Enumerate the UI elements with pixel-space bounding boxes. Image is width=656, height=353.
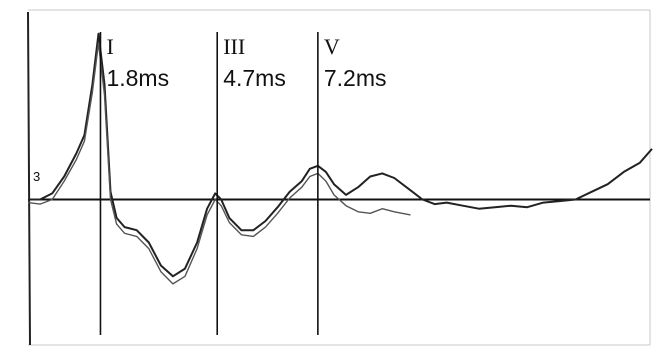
y-marker-label: 3 xyxy=(33,169,40,184)
peak-latency-I: 1.8ms xyxy=(106,65,169,91)
trace-group xyxy=(27,32,653,285)
y-axis xyxy=(27,11,31,346)
waveform-trace-2 xyxy=(27,42,411,285)
peak-label-V: V xyxy=(324,34,340,59)
peak-latency-III: 4.7ms xyxy=(223,65,286,91)
peak-latency-V: 7.2ms xyxy=(324,65,387,91)
peak-label-I: I xyxy=(106,34,113,59)
peak-marker-group: I 1.8ms III 4.7ms V 7.2ms xyxy=(99,32,387,335)
peak-label-III: III xyxy=(223,34,245,59)
